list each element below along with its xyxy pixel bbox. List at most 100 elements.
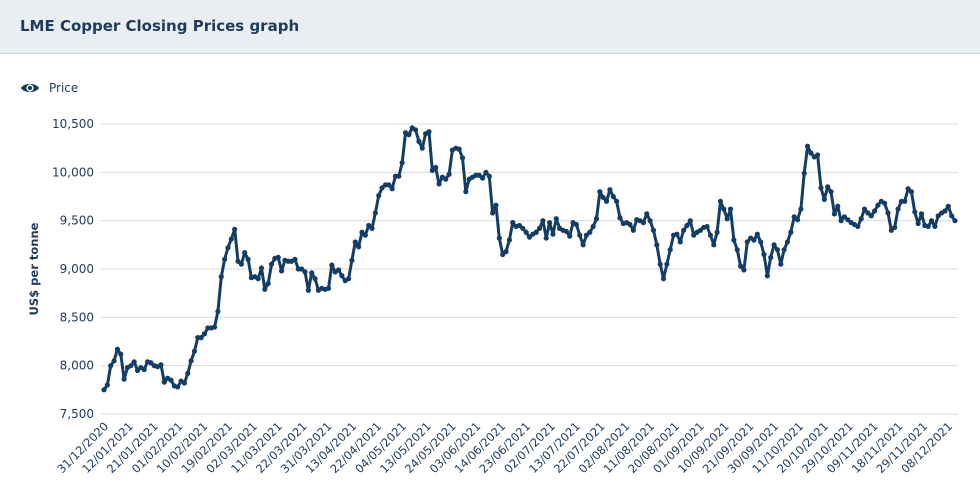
price-point[interactable] [942, 208, 948, 214]
price-point[interactable] [724, 216, 730, 222]
price-point[interactable] [717, 198, 724, 204]
price-point[interactable] [838, 218, 844, 224]
price-point[interactable] [506, 237, 512, 243]
price-point[interactable] [798, 206, 804, 212]
price-point[interactable] [516, 222, 523, 229]
price-point[interactable] [597, 189, 603, 195]
price-point[interactable] [191, 348, 198, 354]
price-point[interactable] [882, 200, 888, 206]
price-point[interactable] [232, 226, 238, 232]
price-point[interactable] [841, 214, 848, 220]
price-point[interactable] [242, 249, 248, 256]
price-point[interactable] [128, 363, 134, 369]
price-point[interactable] [711, 242, 717, 248]
price-point[interactable] [523, 229, 529, 235]
price-point[interactable] [356, 244, 362, 250]
price-point[interactable] [258, 265, 265, 271]
price-point[interactable] [892, 224, 898, 231]
price-point[interactable] [479, 175, 486, 181]
price-point[interactable] [238, 261, 244, 267]
price-point[interactable] [366, 222, 372, 229]
price-point[interactable] [667, 247, 673, 253]
price-point[interactable] [644, 211, 650, 217]
price-point[interactable] [345, 276, 352, 282]
price-point[interactable] [952, 218, 958, 224]
price-point[interactable] [520, 225, 526, 231]
price-point[interactable] [741, 267, 747, 273]
price-point[interactable] [496, 235, 502, 241]
price-point[interactable] [630, 227, 636, 233]
price-point[interactable] [697, 227, 703, 233]
chart-legend[interactable]: Price [20, 79, 78, 97]
price-point[interactable] [141, 366, 147, 373]
price-point[interactable] [399, 160, 405, 166]
price-point[interactable] [369, 225, 375, 231]
price-point[interactable] [687, 218, 693, 224]
price-point[interactable] [255, 276, 261, 282]
price-point[interactable] [915, 220, 921, 227]
price-point[interactable] [134, 367, 141, 374]
price-point[interactable] [376, 192, 382, 199]
price-point[interactable] [895, 206, 901, 212]
price-point[interactable] [412, 127, 419, 133]
price-point[interactable] [335, 267, 342, 273]
price-point[interactable] [821, 196, 827, 202]
price-point[interactable] [928, 218, 935, 224]
price-point[interactable] [416, 138, 422, 144]
price-point[interactable] [868, 213, 874, 219]
price-point[interactable] [292, 256, 298, 262]
legend-label[interactable]: Price [49, 81, 79, 95]
price-point[interactable] [265, 280, 271, 287]
price-point[interactable] [677, 239, 683, 245]
price-point[interactable] [617, 215, 623, 221]
price-point[interactable] [433, 164, 439, 171]
price-point[interactable] [476, 172, 482, 178]
price-point[interactable] [490, 210, 496, 216]
price-point[interactable] [211, 324, 218, 330]
price-point[interactable] [587, 229, 593, 235]
price-point[interactable] [825, 184, 831, 190]
price-point[interactable] [396, 173, 402, 179]
price-point[interactable] [707, 232, 714, 238]
price-point[interactable] [429, 167, 435, 173]
price-point[interactable] [500, 251, 506, 258]
price-point[interactable] [577, 232, 583, 238]
price-point[interactable] [262, 286, 268, 292]
price-point[interactable] [339, 273, 345, 279]
price-point[interactable] [681, 227, 687, 233]
price-point[interactable] [828, 189, 834, 195]
price-point[interactable] [389, 186, 395, 192]
price-point[interactable] [463, 189, 469, 195]
price-point[interactable] [935, 213, 941, 219]
price-point[interactable] [503, 249, 509, 255]
price-point[interactable] [362, 232, 368, 238]
price-point[interactable] [593, 216, 600, 222]
price-point[interactable] [888, 227, 894, 233]
price-point[interactable] [654, 242, 660, 248]
price-point[interactable] [526, 234, 533, 240]
price-point[interactable] [275, 254, 281, 260]
price-point[interactable] [912, 209, 918, 215]
price-point[interactable] [674, 231, 680, 237]
price-point[interactable] [761, 251, 767, 258]
price-point[interactable] [691, 232, 697, 238]
price-point[interactable] [945, 203, 951, 209]
price-point[interactable] [456, 146, 462, 152]
price-point[interactable] [754, 231, 760, 237]
price-point[interactable] [235, 258, 241, 264]
price-point[interactable] [778, 261, 784, 267]
price-point[interactable] [600, 194, 606, 201]
price-point[interactable] [640, 220, 647, 226]
price-point[interactable] [218, 274, 224, 280]
price-point[interactable] [664, 261, 670, 267]
price-point[interactable] [493, 202, 499, 208]
price-point[interactable] [788, 229, 794, 235]
price-point[interactable] [603, 198, 610, 204]
price-point[interactable] [372, 210, 378, 216]
price-point[interactable] [845, 217, 851, 223]
price-point[interactable] [198, 335, 204, 341]
price-point[interactable] [312, 276, 318, 282]
price-point[interactable] [781, 247, 787, 253]
price-point[interactable] [299, 266, 305, 272]
price-point[interactable] [744, 239, 750, 245]
